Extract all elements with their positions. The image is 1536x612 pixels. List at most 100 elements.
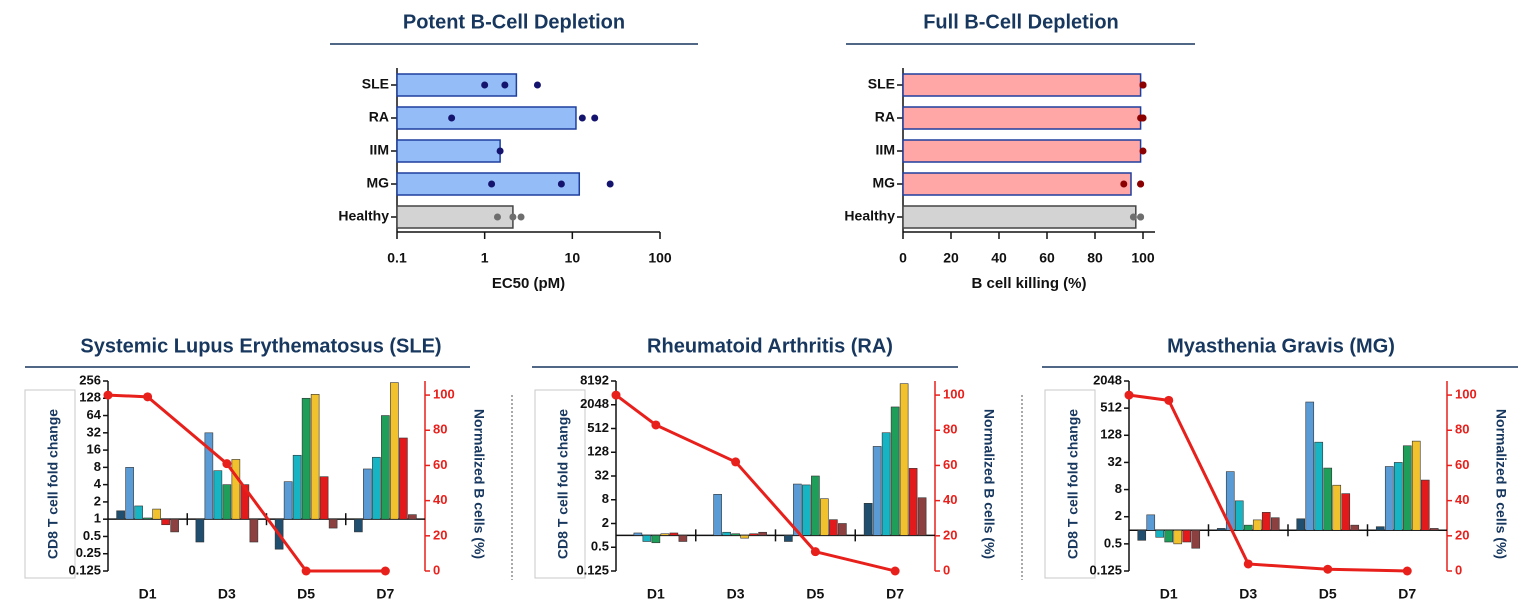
- bar: [872, 446, 882, 536]
- y-tick-label: 2048: [580, 396, 609, 411]
- bar: [722, 531, 731, 536]
- line: [1128, 393, 1408, 573]
- y-axis-label: CD8 T cell fold change: [1065, 409, 1081, 559]
- bar: [292, 454, 302, 520]
- y-tick-label: 1: [94, 511, 101, 526]
- data-point: [509, 213, 517, 221]
- bar: [749, 533, 758, 536]
- bar: [213, 470, 223, 520]
- data-point: [578, 114, 586, 122]
- bar: [249, 518, 259, 543]
- x-tick-label: D5: [806, 586, 824, 602]
- y2-tick-label: 100: [1455, 387, 1477, 402]
- bar: [310, 394, 320, 520]
- data-point: [606, 180, 614, 188]
- line-point: [890, 566, 900, 576]
- bar: [1305, 401, 1315, 531]
- bar: [633, 532, 643, 536]
- bar: [195, 518, 205, 543]
- bar: [678, 535, 688, 542]
- bar: [740, 535, 749, 539]
- bar: [1216, 528, 1226, 531]
- bar: [642, 535, 652, 542]
- bar: [820, 498, 829, 536]
- line-point: [651, 420, 661, 430]
- data-point: [533, 81, 541, 89]
- data-point: [557, 180, 565, 188]
- y-tick-label: 64: [87, 407, 102, 422]
- y-axis-label: CD8 T cell fold change: [555, 409, 571, 559]
- y-tick-label: 4: [94, 476, 102, 491]
- y-tick-label: 512: [587, 420, 609, 435]
- y2-tick-label: 20: [1455, 527, 1469, 542]
- data-point: [1137, 213, 1145, 221]
- data-point: [591, 114, 599, 122]
- data-point: [1137, 180, 1145, 188]
- x-tick-label: 60: [1039, 250, 1055, 266]
- bar: [1350, 524, 1360, 531]
- bar: [838, 523, 847, 536]
- bar: [1270, 517, 1280, 531]
- data-point: [493, 213, 501, 221]
- bar: [902, 205, 1137, 229]
- bar: [660, 533, 670, 536]
- y-tick-label: 8192: [580, 372, 609, 387]
- x-tick-label: D5: [297, 586, 315, 602]
- bar: [125, 467, 134, 520]
- bar: [354, 518, 363, 533]
- bar: [829, 519, 838, 536]
- y-tick-label: 2048: [1093, 372, 1122, 387]
- x-tick-label: D7: [1398, 586, 1416, 602]
- bar: [902, 172, 1132, 196]
- y-tick-label: 32: [87, 424, 101, 439]
- bar: [204, 432, 214, 520]
- bar: [283, 481, 293, 520]
- x-tick-label: D1: [647, 586, 665, 602]
- line-point: [301, 566, 311, 576]
- bar: [802, 484, 811, 536]
- y-tick-label: 0.125: [1089, 562, 1122, 577]
- line-point: [380, 566, 390, 576]
- y-tick-label: 0.5: [591, 539, 609, 554]
- x-axis-label: B cell killing (%): [971, 275, 1086, 292]
- y2-axis-label: Normalized B cells (%): [981, 409, 997, 559]
- y-tick-label: MG: [872, 175, 895, 191]
- label-box: [1044, 389, 1096, 579]
- bar: [811, 475, 820, 536]
- y-tick-label: Healthy: [338, 208, 389, 224]
- y-tick-label: 128: [1100, 427, 1122, 442]
- bar: [328, 518, 338, 529]
- chart-title: Rheumatoid Arthritis (RA): [647, 335, 893, 357]
- data-point: [501, 81, 509, 89]
- x-tick-label: 1: [481, 250, 489, 266]
- y2-axis-label: Normalized B cells (%): [471, 409, 487, 559]
- chart-title: Full B-Cell Depletion: [923, 11, 1119, 33]
- x-tick-label: 100: [648, 250, 672, 266]
- data-point: [517, 213, 525, 221]
- bar: [381, 415, 390, 520]
- bar: [731, 533, 740, 536]
- y-tick-label: 0.125: [576, 562, 609, 577]
- bar: [908, 468, 918, 536]
- y-axis-label: CD8 T cell fold change: [45, 409, 61, 559]
- y-tick-label: RA: [875, 109, 895, 125]
- data-point: [448, 114, 456, 122]
- y2-tick-label: 40: [943, 492, 957, 507]
- bar: [301, 397, 311, 520]
- x-tick-label: 80: [1087, 250, 1103, 266]
- bar: [1420, 479, 1430, 531]
- bar: [116, 510, 125, 520]
- bar: [1234, 500, 1244, 531]
- y-tick-label: RA: [369, 109, 389, 125]
- bar: [1155, 529, 1165, 538]
- y-tick-label: 0.25: [76, 545, 101, 560]
- x-tick-label: D3: [218, 586, 236, 602]
- bar: [890, 406, 900, 536]
- bar: [669, 532, 679, 536]
- y-tick-label: IIM: [876, 142, 895, 158]
- y-tick-label: 256: [79, 372, 101, 387]
- bar: [396, 139, 501, 163]
- bar: [240, 484, 250, 520]
- y2-tick-label: 20: [943, 527, 957, 542]
- y-tick-label: 2: [94, 493, 101, 508]
